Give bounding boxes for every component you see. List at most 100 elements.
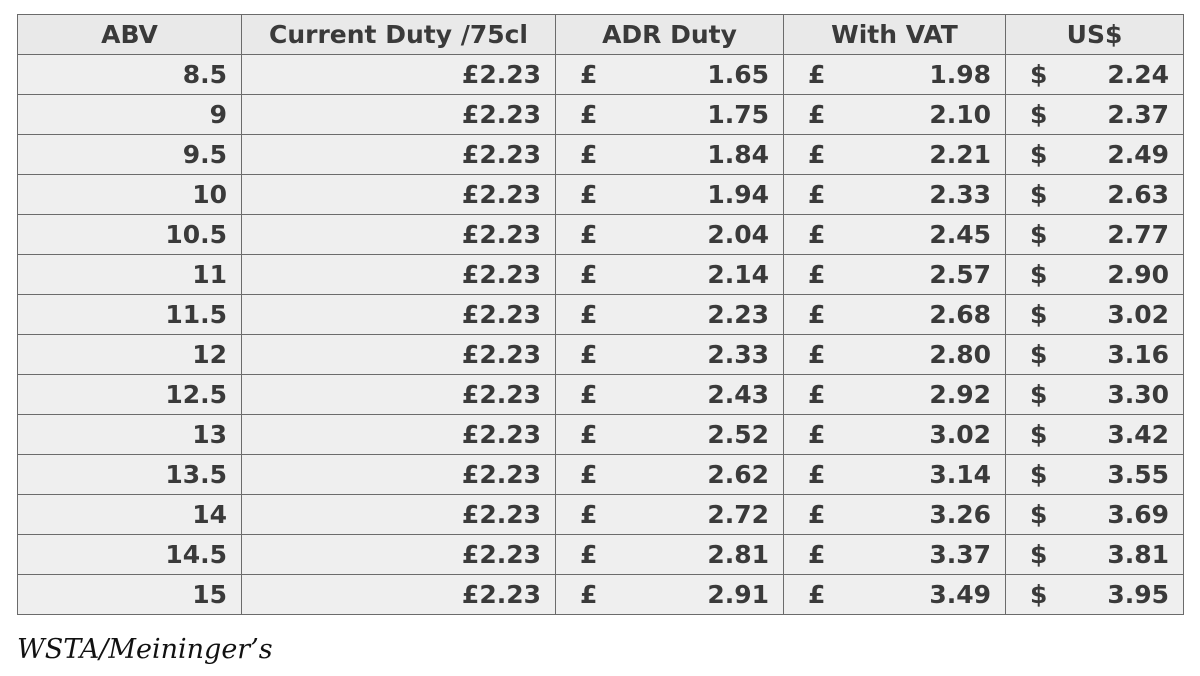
dollar-symbol: $ (1030, 180, 1048, 209)
table-header-row: ABV Current Duty /75cl ADR Duty With VAT… (17, 14, 1184, 55)
pound-symbol: £ (580, 100, 598, 129)
cell-with-vat: £2.10 (783, 94, 1006, 135)
duty-table: ABV Current Duty /75cl ADR Duty With VAT… (17, 14, 1184, 615)
cell-usd-inner: $2.49 (1030, 136, 1169, 174)
pound-symbol: £ (580, 180, 598, 209)
table-body: 8.5 £2.23 £1.65 £1.98 $2.24 9 £2.23 £1.75 £2.10 $… (17, 54, 1184, 615)
cell-adr-duty: £2.14 (555, 254, 784, 295)
cell-usd-value: 2.90 (1107, 260, 1169, 289)
cell-usd-inner: $3.69 (1030, 496, 1169, 534)
cell-adr-duty: £2.43 (555, 374, 784, 415)
cell-with-vat-value: 2.68 (929, 300, 991, 329)
table-row: 11.5 £2.23 £2.23 £2.68 $3.02 (17, 294, 1184, 335)
table-row: 12 £2.23 £2.33 £2.80 $3.16 (17, 334, 1184, 375)
cell-adr-duty-value: 2.43 (707, 380, 769, 409)
dollar-symbol: $ (1030, 340, 1048, 369)
table-row: 13 £2.23 £2.52 £3.02 $3.42 (17, 414, 1184, 455)
cell-with-vat-value: 2.21 (929, 140, 991, 169)
cell-with-vat-value: 2.33 (929, 180, 991, 209)
table-row: 8.5 £2.23 £1.65 £1.98 $2.24 (17, 54, 1184, 95)
cell-adr-duty-inner: £2.91 (580, 576, 769, 614)
header-with-vat: With VAT (783, 14, 1006, 55)
cell-abv: 8.5 (17, 54, 242, 95)
cell-with-vat-inner: £3.49 (808, 576, 991, 614)
cell-with-vat: £2.21 (783, 134, 1006, 175)
pound-symbol: £ (580, 420, 598, 449)
pound-symbol: £ (808, 500, 826, 529)
cell-with-vat-inner: £2.80 (808, 336, 991, 374)
cell-adr-duty: £2.62 (555, 454, 784, 495)
table-row: 11 £2.23 £2.14 £2.57 $2.90 (17, 254, 1184, 295)
cell-usd-value: 3.95 (1107, 580, 1169, 609)
cell-with-vat-value: 2.80 (929, 340, 991, 369)
cell-usd: $3.42 (1005, 414, 1184, 455)
pound-symbol: £ (808, 300, 826, 329)
cell-adr-duty: £2.52 (555, 414, 784, 455)
cell-adr-duty-value: 2.04 (707, 220, 769, 249)
cell-usd: $3.02 (1005, 294, 1184, 335)
cell-usd-inner: $2.77 (1030, 216, 1169, 254)
cell-with-vat-value: 3.02 (929, 420, 991, 449)
cell-with-vat-value: 2.57 (929, 260, 991, 289)
cell-with-vat-inner: £2.57 (808, 256, 991, 294)
cell-usd-inner: $2.24 (1030, 56, 1169, 94)
cell-current-duty: £2.23 (241, 374, 556, 415)
table-row: 14.5 £2.23 £2.81 £3.37 $3.81 (17, 534, 1184, 575)
table-row: 15 £2.23 £2.91 £3.49 $3.95 (17, 574, 1184, 615)
cell-adr-duty-inner: £2.52 (580, 416, 769, 454)
cell-adr-duty-inner: £2.14 (580, 256, 769, 294)
cell-usd-value: 3.42 (1107, 420, 1169, 449)
cell-usd: $2.49 (1005, 134, 1184, 175)
source-caption: WSTA/Meininger’s (17, 634, 273, 665)
cell-usd-value: 2.24 (1107, 60, 1169, 89)
cell-usd-value: 2.77 (1107, 220, 1169, 249)
table-row: 9.5 £2.23 £1.84 £2.21 $2.49 (17, 134, 1184, 175)
cell-usd-inner: $3.02 (1030, 296, 1169, 334)
cell-usd-value: 3.69 (1107, 500, 1169, 529)
pound-symbol: £ (808, 420, 826, 449)
pound-symbol: £ (808, 340, 826, 369)
cell-abv: 11 (17, 254, 242, 295)
cell-usd: $2.24 (1005, 54, 1184, 95)
cell-abv: 10 (17, 174, 242, 215)
cell-with-vat: £2.57 (783, 254, 1006, 295)
pound-symbol: £ (808, 60, 826, 89)
cell-usd: $2.90 (1005, 254, 1184, 295)
cell-adr-duty: £1.65 (555, 54, 784, 95)
cell-adr-duty-inner: £1.75 (580, 96, 769, 134)
cell-usd-value: 3.16 (1107, 340, 1169, 369)
table-row: 10 £2.23 £1.94 £2.33 $2.63 (17, 174, 1184, 215)
dollar-symbol: $ (1030, 300, 1048, 329)
cell-with-vat: £3.26 (783, 494, 1006, 535)
dollar-symbol: $ (1030, 140, 1048, 169)
table-row: 9 £2.23 £1.75 £2.10 $2.37 (17, 94, 1184, 135)
cell-abv: 11.5 (17, 294, 242, 335)
cell-with-vat-inner: £3.02 (808, 416, 991, 454)
cell-current-duty: £2.23 (241, 54, 556, 95)
cell-usd: $3.16 (1005, 334, 1184, 375)
cell-current-duty: £2.23 (241, 214, 556, 255)
cell-current-duty: £2.23 (241, 94, 556, 135)
cell-usd-inner: $3.16 (1030, 336, 1169, 374)
header-abv: ABV (17, 14, 242, 55)
cell-usd: $2.77 (1005, 214, 1184, 255)
cell-usd-inner: $3.95 (1030, 576, 1169, 614)
cell-usd: $2.37 (1005, 94, 1184, 135)
cell-usd-value: 3.55 (1107, 460, 1169, 489)
cell-usd-inner: $2.63 (1030, 176, 1169, 214)
cell-adr-duty-inner: £2.81 (580, 536, 769, 574)
cell-adr-duty-inner: £2.72 (580, 496, 769, 534)
cell-with-vat-value: 2.92 (929, 380, 991, 409)
dollar-symbol: $ (1030, 500, 1048, 529)
cell-adr-duty-value: 2.62 (707, 460, 769, 489)
cell-with-vat: £2.68 (783, 294, 1006, 335)
cell-adr-duty-inner: £1.84 (580, 136, 769, 174)
dollar-symbol: $ (1030, 100, 1048, 129)
cell-current-duty: £2.23 (241, 134, 556, 175)
cell-current-duty: £2.23 (241, 414, 556, 455)
cell-usd-value: 2.37 (1107, 100, 1169, 129)
header-current-duty: Current Duty /75cl (241, 14, 556, 55)
cell-with-vat-inner: £2.68 (808, 296, 991, 334)
cell-abv: 10.5 (17, 214, 242, 255)
cell-adr-duty: £2.23 (555, 294, 784, 335)
